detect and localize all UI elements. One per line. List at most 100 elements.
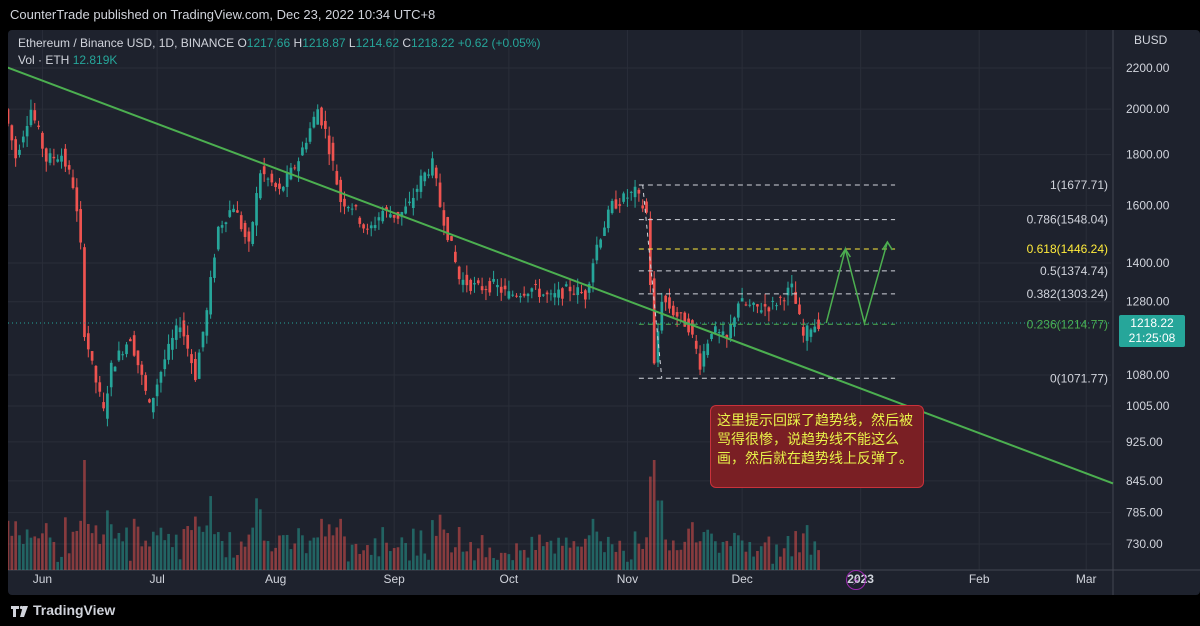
candle-body bbox=[151, 397, 155, 413]
volume-bar bbox=[354, 543, 358, 570]
volume-bar bbox=[174, 534, 178, 570]
brand-name[interactable]: TradingView bbox=[33, 602, 116, 618]
volume-bar bbox=[362, 550, 365, 570]
volume-bar bbox=[496, 559, 499, 570]
volume-bar bbox=[182, 529, 186, 570]
candle-body bbox=[220, 225, 224, 228]
high-label: H bbox=[293, 36, 303, 50]
symbol-name: Ethereum / Binance USD, 1D, BINANCE bbox=[18, 36, 235, 50]
candle-body bbox=[725, 334, 729, 339]
candle-body bbox=[744, 304, 748, 306]
volume-bar bbox=[8, 520, 10, 570]
annotation-callout[interactable]: 这里提示回踩了趋势线，然后被骂得很惨，说趋势线不能这么画，然后就在趋势线上反弹了… bbox=[710, 405, 924, 488]
volume-bar bbox=[44, 523, 48, 570]
candle-body bbox=[576, 287, 580, 296]
candle-body bbox=[144, 375, 147, 391]
candle-body bbox=[465, 274, 469, 286]
candle-body bbox=[201, 331, 205, 348]
candle-body bbox=[779, 296, 782, 298]
volume-bar bbox=[660, 500, 664, 570]
candle-body bbox=[228, 210, 232, 217]
x-tick-label: Feb bbox=[969, 572, 990, 586]
candle-body bbox=[572, 293, 576, 295]
volume-bar bbox=[289, 549, 293, 570]
volume-bar bbox=[60, 556, 63, 570]
volume-bar bbox=[717, 552, 721, 570]
candle-body bbox=[136, 350, 140, 366]
volume-bar bbox=[48, 537, 52, 570]
volume-bar bbox=[167, 533, 170, 570]
chart-svg[interactable]: BUSD 2200.00 2000.00 1800.00 1600.00 1400.00 1… bbox=[8, 30, 1200, 595]
volume-bar bbox=[194, 516, 197, 570]
candle-body bbox=[645, 201, 648, 213]
volume-bar bbox=[98, 543, 102, 570]
current-price-value: 1218.22 bbox=[1130, 316, 1174, 330]
volume-bar bbox=[64, 517, 67, 570]
volume-bar bbox=[316, 537, 320, 570]
volume-bar bbox=[710, 533, 713, 570]
candle-body bbox=[545, 292, 549, 295]
open-value: 1217.66 bbox=[246, 36, 291, 50]
volume-bar bbox=[293, 543, 297, 570]
volume-bar bbox=[714, 541, 717, 570]
candle-body bbox=[400, 212, 404, 218]
low-value: 1214.62 bbox=[355, 36, 399, 50]
volume-bar bbox=[454, 547, 457, 570]
candle-body bbox=[262, 166, 266, 175]
volume-bar bbox=[675, 550, 679, 570]
volume-bar bbox=[817, 550, 820, 570]
candle-body bbox=[324, 120, 327, 129]
candle-body bbox=[25, 125, 29, 137]
tradingview-logo[interactable] bbox=[10, 603, 30, 619]
candle-body bbox=[733, 317, 736, 327]
volume-bar bbox=[641, 548, 645, 570]
y-tick-label: 1600.00 bbox=[1126, 198, 1170, 212]
candle-body bbox=[194, 358, 197, 381]
candle-body bbox=[710, 333, 713, 339]
volume-bar bbox=[603, 552, 606, 570]
volume-bar bbox=[297, 528, 300, 570]
volume-bar bbox=[645, 537, 648, 570]
volume-bar bbox=[201, 531, 205, 570]
candle-body bbox=[129, 339, 132, 342]
candle-body bbox=[599, 239, 602, 248]
volume-bar bbox=[805, 525, 809, 570]
volume-bar bbox=[251, 527, 255, 570]
volume-bar bbox=[331, 535, 335, 570]
volume-bar bbox=[507, 554, 511, 570]
candle-body bbox=[614, 199, 618, 209]
candle-body bbox=[121, 354, 125, 356]
volume-bar bbox=[136, 526, 140, 570]
candle-body bbox=[8, 109, 10, 124]
candle-body bbox=[450, 236, 453, 241]
y-tick-label: 845.00 bbox=[1126, 474, 1163, 488]
volume-bar bbox=[33, 536, 37, 570]
x-tick-label: Oct bbox=[500, 572, 519, 586]
publish-bar: CounterTrade published on TradingView.co… bbox=[0, 0, 1200, 30]
volume-bar bbox=[21, 543, 25, 570]
candle-body bbox=[117, 350, 121, 361]
candle-body bbox=[629, 191, 633, 193]
chart-pane[interactable]: BUSD 2200.00 2000.00 1800.00 1600.00 1400.00 1… bbox=[8, 30, 1200, 595]
candle-body bbox=[278, 183, 281, 189]
volume-bar bbox=[457, 527, 461, 570]
lightning-icon[interactable]: ⚡ bbox=[846, 570, 866, 590]
fib-level-label: 0.236(1214.77) bbox=[1027, 317, 1108, 331]
candle-body bbox=[538, 288, 541, 297]
candle-body bbox=[649, 218, 652, 286]
volume-bar bbox=[740, 540, 744, 570]
candle-body bbox=[297, 161, 300, 172]
x-tick-label: Jul bbox=[149, 572, 164, 586]
candle-body bbox=[771, 300, 775, 302]
candle-body bbox=[266, 178, 270, 180]
candle-body bbox=[698, 353, 702, 370]
volume-bar bbox=[148, 546, 151, 570]
volume-bar bbox=[216, 532, 220, 570]
candle-body bbox=[270, 173, 274, 183]
candle-body bbox=[301, 147, 304, 156]
candle-body bbox=[377, 217, 381, 221]
volume-bar bbox=[798, 552, 801, 570]
candle-body bbox=[327, 135, 331, 155]
volume-bar bbox=[18, 535, 21, 570]
volume-bar bbox=[239, 541, 243, 570]
